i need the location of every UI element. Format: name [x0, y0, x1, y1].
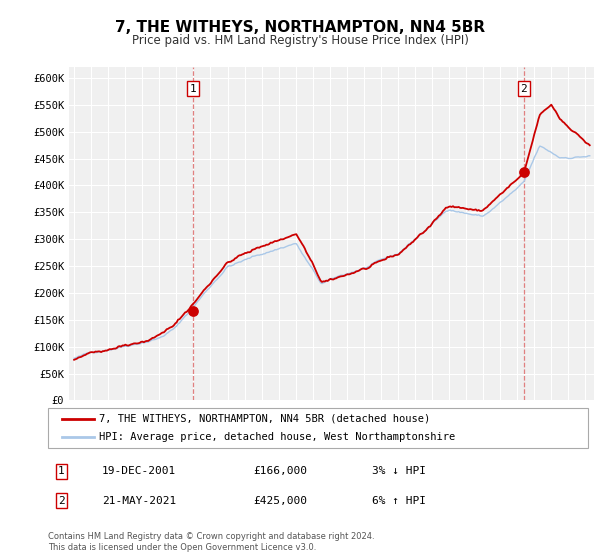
Point	[519, 167, 529, 176]
Text: £166,000: £166,000	[253, 466, 307, 476]
Text: HPI: Average price, detached house, West Northamptonshire: HPI: Average price, detached house, West…	[100, 432, 455, 442]
Text: 3% ↓ HPI: 3% ↓ HPI	[372, 466, 426, 476]
Text: 2: 2	[58, 496, 65, 506]
Text: 2: 2	[520, 83, 527, 94]
Text: 1: 1	[58, 466, 65, 476]
Text: 7, THE WITHEYS, NORTHAMPTON, NN4 5BR (detached house): 7, THE WITHEYS, NORTHAMPTON, NN4 5BR (de…	[100, 414, 431, 423]
Text: Price paid vs. HM Land Registry's House Price Index (HPI): Price paid vs. HM Land Registry's House …	[131, 34, 469, 46]
Text: This data is licensed under the Open Government Licence v3.0.: This data is licensed under the Open Gov…	[48, 543, 316, 552]
Point	[188, 307, 198, 316]
Text: 21-MAY-2021: 21-MAY-2021	[102, 496, 176, 506]
Text: £425,000: £425,000	[253, 496, 307, 506]
Text: Contains HM Land Registry data © Crown copyright and database right 2024.: Contains HM Land Registry data © Crown c…	[48, 532, 374, 541]
Text: 19-DEC-2001: 19-DEC-2001	[102, 466, 176, 476]
Text: 7, THE WITHEYS, NORTHAMPTON, NN4 5BR: 7, THE WITHEYS, NORTHAMPTON, NN4 5BR	[115, 20, 485, 35]
Text: 1: 1	[190, 83, 196, 94]
Text: 6% ↑ HPI: 6% ↑ HPI	[372, 496, 426, 506]
FancyBboxPatch shape	[48, 408, 588, 448]
